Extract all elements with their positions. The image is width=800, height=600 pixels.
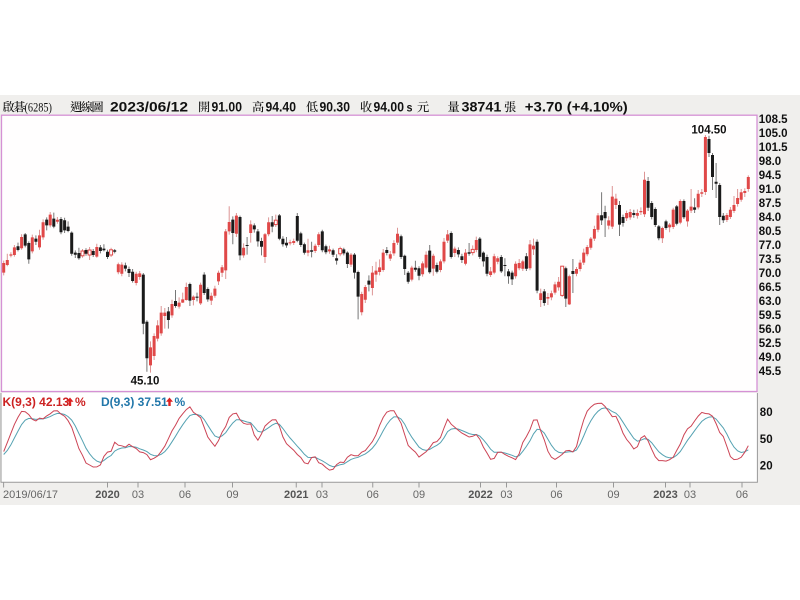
svg-text:105.0: 105.0 <box>759 128 788 140</box>
svg-text:20: 20 <box>760 460 773 472</box>
svg-text:2022: 2022 <box>468 489 492 501</box>
svg-text:59.5: 59.5 <box>759 310 782 322</box>
svg-text:84.0: 84.0 <box>759 212 781 224</box>
svg-text:03: 03 <box>132 489 144 501</box>
svg-text:+3.70 (+4.10%): +3.70 (+4.10%) <box>525 99 628 114</box>
svg-text:06: 06 <box>367 489 379 501</box>
svg-text:87.5: 87.5 <box>759 198 782 210</box>
svg-text:45.10: 45.10 <box>131 376 160 388</box>
svg-text:108.5: 108.5 <box>759 114 788 126</box>
svg-text:03: 03 <box>500 489 512 501</box>
svg-text:s: s <box>407 100 413 114</box>
svg-text:49.0: 49.0 <box>759 352 781 364</box>
svg-text:(6285): (6285) <box>25 100 53 114</box>
svg-text:2021: 2021 <box>284 489 308 501</box>
svg-text:94.00: 94.00 <box>374 99 405 114</box>
svg-text:2019/06/17: 2019/06/17 <box>3 489 58 501</box>
svg-text:%: % <box>175 395 186 409</box>
svg-text:70.0: 70.0 <box>759 268 781 280</box>
svg-text:2020: 2020 <box>95 489 119 501</box>
svg-text:03: 03 <box>316 489 328 501</box>
svg-text:63.0: 63.0 <box>759 296 781 308</box>
svg-text:38741: 38741 <box>462 99 502 114</box>
svg-text:91.0: 91.0 <box>759 184 781 196</box>
svg-text:09: 09 <box>413 489 425 501</box>
svg-text:03: 03 <box>684 489 696 501</box>
svg-text:09: 09 <box>607 489 619 501</box>
svg-text:101.5: 101.5 <box>759 142 788 154</box>
svg-text:73.5: 73.5 <box>759 254 782 266</box>
svg-text:56.0: 56.0 <box>759 324 781 336</box>
svg-text:06: 06 <box>550 489 562 501</box>
svg-text:77.0: 77.0 <box>759 240 781 252</box>
svg-text:104.50: 104.50 <box>691 125 726 137</box>
svg-text:94.5: 94.5 <box>759 170 782 182</box>
svg-text:K(9,3) 42.13: K(9,3) 42.13 <box>3 395 70 409</box>
svg-text:98.0: 98.0 <box>759 156 781 168</box>
svg-text:80.5: 80.5 <box>759 226 782 238</box>
svg-text:94.40: 94.40 <box>266 99 297 114</box>
svg-text:06: 06 <box>179 489 191 501</box>
svg-text:91.00: 91.00 <box>212 99 243 114</box>
svg-text:80: 80 <box>760 407 773 419</box>
svg-text:2023: 2023 <box>653 489 677 501</box>
svg-text:66.5: 66.5 <box>759 282 782 294</box>
svg-text:90.30: 90.30 <box>320 99 351 114</box>
svg-text:45.5: 45.5 <box>759 366 782 378</box>
svg-text:%: % <box>75 395 86 409</box>
svg-text:52.5: 52.5 <box>759 338 782 350</box>
svg-text:2023/06/12: 2023/06/12 <box>110 99 188 114</box>
svg-text:09: 09 <box>226 489 238 501</box>
svg-text:06: 06 <box>736 489 748 501</box>
svg-text:50: 50 <box>760 434 773 446</box>
svg-text:D(9,3) 37.51: D(9,3) 37.51 <box>101 395 168 409</box>
